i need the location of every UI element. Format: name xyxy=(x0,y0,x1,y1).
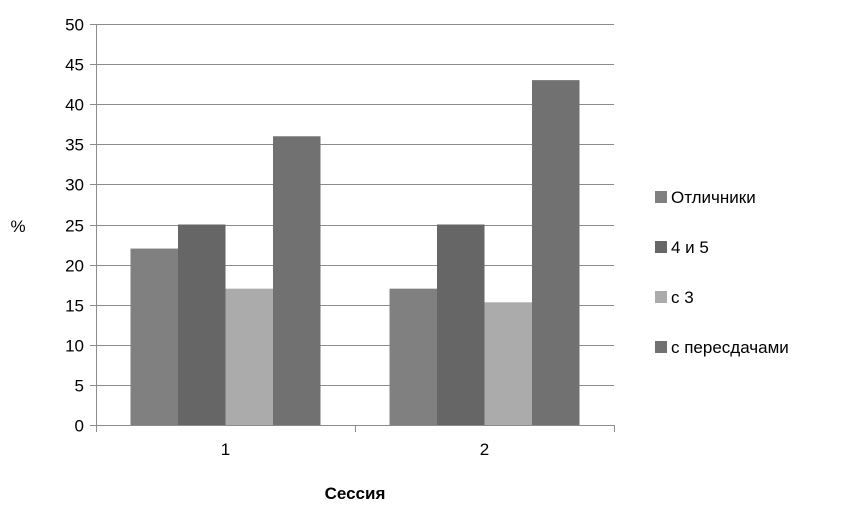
bar xyxy=(225,288,273,425)
legend: Отличники 4 и 5 с 3 с пересдачами xyxy=(655,188,789,357)
bar xyxy=(130,248,178,425)
bar xyxy=(389,288,437,425)
legend-swatch xyxy=(655,291,667,303)
bars xyxy=(130,80,580,425)
bar xyxy=(484,302,532,425)
y-tick-label: 0 xyxy=(75,417,84,436)
y-tick-label: 50 xyxy=(65,16,84,35)
legend-swatch xyxy=(655,241,667,253)
legend-label: с 3 xyxy=(671,288,694,307)
y-tick-label: 20 xyxy=(65,257,84,276)
legend-label: с пересдачами xyxy=(671,338,789,357)
axes xyxy=(90,24,615,432)
x-tick-label: 2 xyxy=(480,440,489,459)
y-tick-label: 5 xyxy=(75,377,84,396)
bar xyxy=(437,224,485,425)
y-tick-label: 25 xyxy=(65,217,84,236)
tick-labels: 0 5 10 15 20 25 30 35 40 45 50 1 2 xyxy=(65,16,489,460)
legend-label: 4 и 5 xyxy=(671,238,709,257)
y-tick-label: 35 xyxy=(65,136,84,155)
y-tick-label: 15 xyxy=(65,297,84,316)
y-tick-label: 45 xyxy=(65,56,84,75)
legend-swatch xyxy=(655,341,667,353)
x-axis-title: Сессия xyxy=(325,484,386,503)
y-tick-label: 30 xyxy=(65,176,84,195)
x-tick-label: 1 xyxy=(221,440,230,459)
y-tick-label: 40 xyxy=(65,96,84,115)
bar xyxy=(178,224,226,425)
bar xyxy=(532,80,580,425)
y-axis-title: % xyxy=(10,217,25,236)
bar xyxy=(273,136,321,425)
legend-label: Отличники xyxy=(671,188,756,207)
y-tick-label: 10 xyxy=(65,337,84,356)
legend-swatch xyxy=(655,191,667,203)
